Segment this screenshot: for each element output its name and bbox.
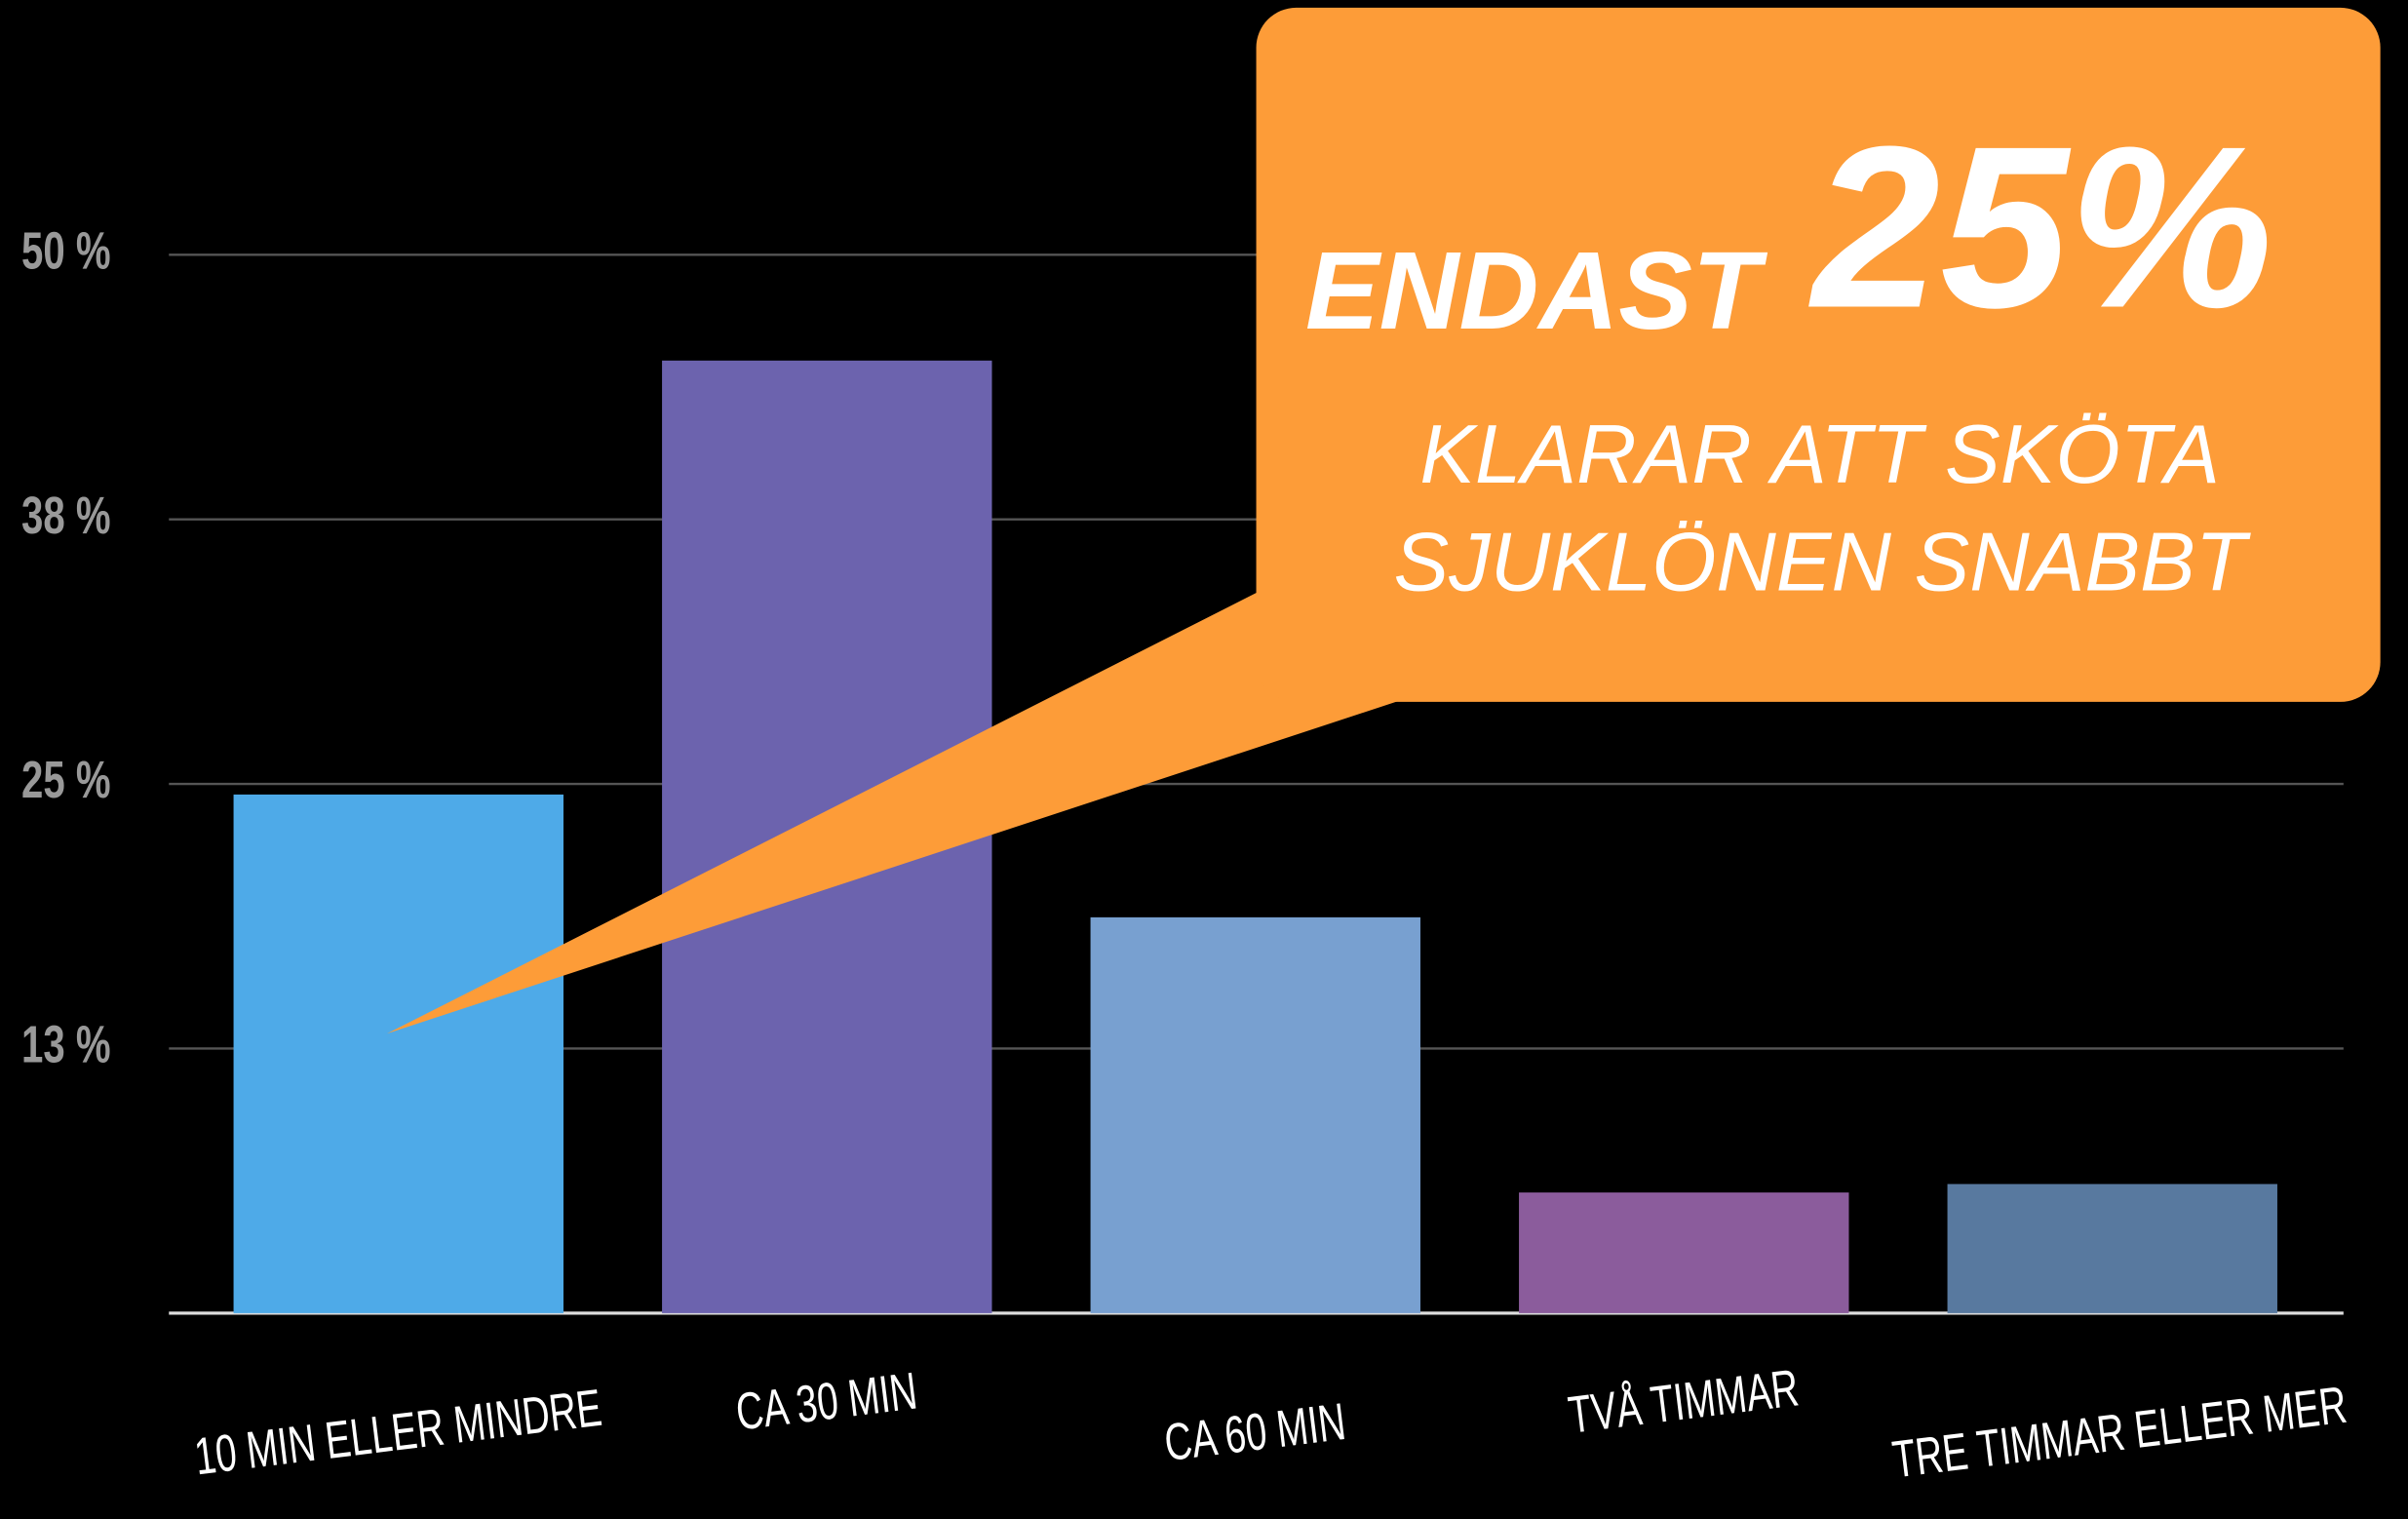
y-tick-label: 13 % [21,1016,111,1074]
callout-box [1256,7,2381,702]
callout-highlight: ENDAST [1305,229,1768,353]
callout-tail [386,591,1406,1034]
y-tick-label: 50 % [21,222,111,281]
bar [1090,916,1420,1313]
callout-line: KLARAR ATT SKÖTA [1419,409,2220,501]
y-tick-label: 25 % [21,752,111,810]
bar [233,794,563,1313]
callout: ENDAST 25% KLARAR ATT SKÖTA SJUKLÖNEN SN… [386,7,2381,1034]
y-tick-label: 38 % [21,487,111,545]
callout-value: 25% [1808,98,2273,356]
bar [1947,1184,2277,1313]
bar [1519,1192,1849,1313]
callout-line: SJUKLÖNEN SNABBT [1394,516,2251,608]
